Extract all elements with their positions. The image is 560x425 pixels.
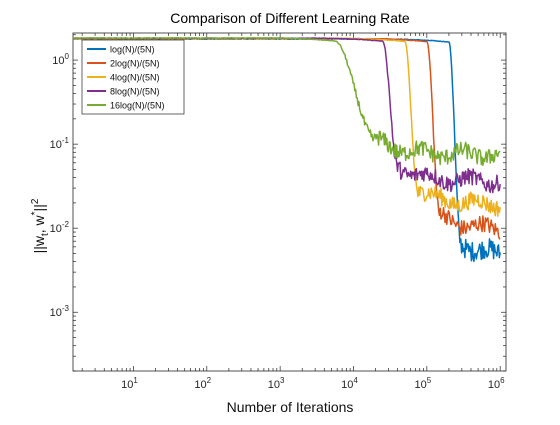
axes [72,32,507,372]
x-tick-label: 103 [268,376,285,391]
axes-frame [72,32,507,372]
legend: log(N)/(5N) 2log(N)/(5N) 4log(N)/(5N) 8log(… [81,39,185,115]
y-axis-ticks: 10-3 10-2 10-1 100 [50,34,506,372]
y-label-main: ||w [31,235,47,253]
y-tick-label: 10-3 [50,304,70,319]
legend-label: 2log(N)/(5N) [110,59,160,69]
y-tick-label: 10-2 [50,220,70,235]
x-tick-label: 106 [488,376,505,391]
legend-label: 4log(N)/(5N) [110,73,160,83]
y-label-mid: , w [31,214,47,233]
series-line-5 [72,37,501,167]
chart-title: Comparison of Different Learning Rate [170,10,410,26]
x-axis-label: Number of Iterations [227,399,354,415]
y-label-sup2: 2 [30,198,41,204]
legend-label: 16log(N)/(5N) [110,101,165,111]
y-axis-label: ||wt, w*||2 [30,198,51,253]
y-tick-label: 100 [52,52,69,67]
x-tick-label: 104 [341,376,358,391]
y-tick-label: 10-1 [50,136,70,151]
x-tick-label: 101 [121,376,138,391]
legend-label: 8log(N)/(5N) [110,87,160,97]
y-label-sup1: * [30,211,41,215]
x-tick-label: 102 [194,376,211,391]
series-layer [72,37,501,263]
legend-label: log(N)/(5N) [110,45,155,55]
x-tick-label: 105 [414,376,431,391]
y-label-end: || [31,204,47,211]
x-axis-ticks: 101 102 103 104 105 106 [81,33,505,391]
y-label-sub: t [40,233,51,236]
